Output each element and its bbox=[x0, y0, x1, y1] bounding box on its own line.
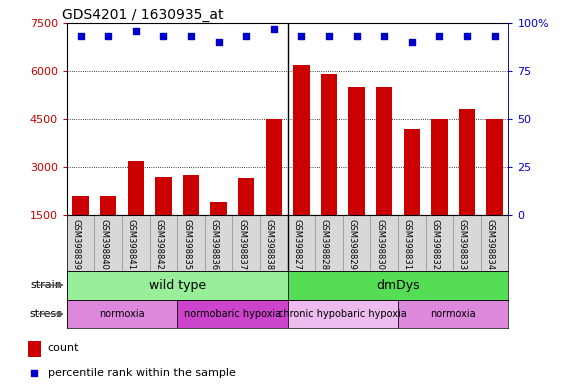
Bar bbox=[425, 215, 453, 271]
Bar bbox=[481, 215, 508, 271]
Text: GSM398836: GSM398836 bbox=[210, 220, 218, 271]
Point bbox=[131, 28, 141, 34]
Text: GDS4201 / 1630935_at: GDS4201 / 1630935_at bbox=[62, 8, 224, 22]
Point bbox=[214, 39, 223, 45]
Text: percentile rank within the sample: percentile rank within the sample bbox=[48, 368, 236, 378]
Text: GSM398842: GSM398842 bbox=[155, 220, 163, 270]
Bar bbox=[72, 196, 89, 263]
Text: GSM398841: GSM398841 bbox=[127, 220, 136, 270]
Point bbox=[159, 33, 168, 40]
Text: GSM398835: GSM398835 bbox=[182, 220, 191, 270]
Bar bbox=[459, 109, 475, 263]
Text: GSM398830: GSM398830 bbox=[375, 220, 384, 270]
Text: GSM398838: GSM398838 bbox=[265, 220, 274, 271]
Point bbox=[103, 33, 113, 40]
Bar bbox=[67, 300, 177, 328]
Point bbox=[435, 33, 444, 40]
Bar bbox=[486, 119, 503, 263]
Text: normoxia: normoxia bbox=[99, 309, 145, 319]
Text: dmDys: dmDys bbox=[376, 279, 420, 291]
Point bbox=[269, 26, 278, 32]
Bar bbox=[321, 74, 337, 263]
Point bbox=[462, 33, 472, 40]
Bar bbox=[238, 178, 254, 263]
Bar bbox=[343, 215, 371, 271]
Bar bbox=[376, 87, 393, 263]
Text: GSM398832: GSM398832 bbox=[431, 220, 439, 270]
Text: normobaric hypoxia: normobaric hypoxia bbox=[184, 309, 281, 319]
Point bbox=[324, 33, 333, 40]
Bar bbox=[150, 215, 177, 271]
Text: wild type: wild type bbox=[149, 279, 206, 291]
Text: GSM398831: GSM398831 bbox=[403, 220, 412, 270]
Text: GSM398833: GSM398833 bbox=[458, 220, 467, 271]
Text: GSM398834: GSM398834 bbox=[486, 220, 494, 270]
Text: chronic hypobaric hypoxia: chronic hypobaric hypoxia bbox=[278, 309, 407, 319]
Bar bbox=[403, 129, 420, 263]
Bar bbox=[28, 341, 41, 356]
Bar bbox=[431, 119, 447, 263]
Text: stress: stress bbox=[30, 309, 62, 319]
Bar bbox=[205, 215, 232, 271]
Text: GSM398837: GSM398837 bbox=[237, 220, 246, 271]
Bar bbox=[398, 300, 508, 328]
Point bbox=[490, 33, 499, 40]
Bar bbox=[288, 300, 398, 328]
Bar bbox=[398, 215, 425, 271]
Bar bbox=[266, 119, 282, 263]
Text: GSM398840: GSM398840 bbox=[99, 220, 108, 270]
Point bbox=[187, 33, 196, 40]
Text: count: count bbox=[48, 343, 80, 353]
Text: strain: strain bbox=[31, 280, 62, 290]
Point bbox=[407, 39, 417, 45]
Bar bbox=[315, 215, 343, 271]
Point bbox=[379, 33, 389, 40]
Bar bbox=[177, 300, 288, 328]
Bar bbox=[293, 65, 310, 263]
Point bbox=[297, 33, 306, 40]
Bar bbox=[182, 175, 199, 263]
Bar bbox=[288, 215, 315, 271]
Bar bbox=[100, 196, 116, 263]
Bar bbox=[122, 215, 150, 271]
Bar bbox=[453, 215, 481, 271]
Bar bbox=[94, 215, 122, 271]
Point bbox=[352, 33, 361, 40]
Bar bbox=[288, 271, 508, 300]
Text: GSM398829: GSM398829 bbox=[347, 220, 357, 270]
Point bbox=[242, 33, 251, 40]
Bar bbox=[155, 177, 172, 263]
Text: GSM398828: GSM398828 bbox=[320, 220, 329, 270]
Point bbox=[76, 33, 85, 40]
Text: normoxia: normoxia bbox=[431, 309, 476, 319]
Bar bbox=[127, 161, 144, 263]
Bar bbox=[371, 215, 398, 271]
Bar bbox=[348, 87, 365, 263]
Bar bbox=[67, 215, 94, 271]
Bar bbox=[260, 215, 288, 271]
Bar bbox=[232, 215, 260, 271]
Point bbox=[30, 370, 39, 376]
Text: GSM398827: GSM398827 bbox=[292, 220, 302, 270]
Text: GSM398839: GSM398839 bbox=[71, 220, 81, 270]
Bar bbox=[210, 202, 227, 263]
Bar bbox=[67, 271, 288, 300]
Bar bbox=[177, 215, 205, 271]
